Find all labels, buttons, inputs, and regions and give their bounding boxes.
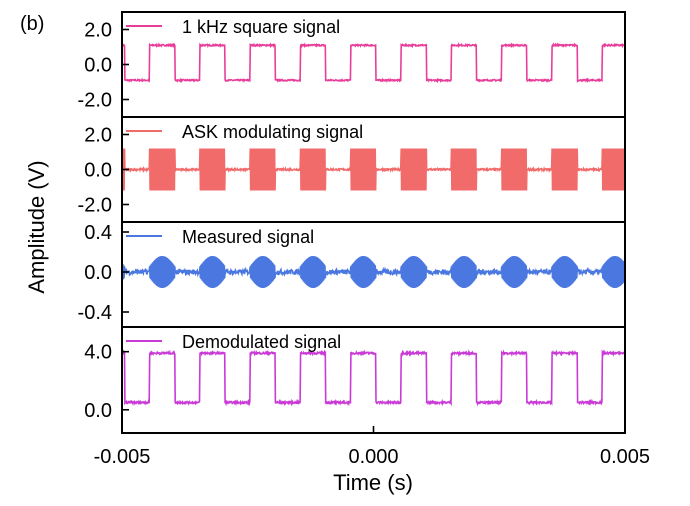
legend-label: 1 kHz square signal (182, 17, 340, 37)
y-axis-label: Amplitude (V) (24, 160, 49, 293)
y-tick-label: 0.0 (84, 262, 112, 284)
y-tick-label: -2.0 (78, 195, 112, 217)
panel-label: (b) (20, 13, 44, 35)
x-ticks-group: -0.005 0.000 0.005 (94, 426, 650, 468)
series-line-4 (121, 349, 626, 407)
x-axis-label: Time (s) (333, 470, 413, 495)
panels-group: 2.0 0.0 -2.0 1 kHz square signal 2.0 0.0 -2.0 A… (78, 11, 626, 434)
x-tick-label: 0.000 (348, 446, 398, 468)
series-line-1 (121, 41, 626, 84)
y-tick-label: 0.0 (84, 160, 112, 182)
legend-label: ASK modulating signal (182, 122, 363, 142)
x-tick-label: -0.005 (94, 446, 151, 468)
legend-label: Measured signal (182, 227, 314, 247)
y-tick-label: 0.0 (84, 400, 112, 422)
panel-2: 2.0 0.0 -2.0 ASK modulating signal (78, 116, 626, 223)
y-tick-label: 2.0 (84, 125, 112, 147)
panel-1: 2.0 0.0 -2.0 1 kHz square signal (78, 11, 626, 118)
y-tick-label: 4.0 (84, 342, 112, 364)
series-line-2 (121, 148, 626, 191)
legend-label: Demodulated signal (182, 332, 341, 352)
panel-4: 4.0 0.0 Demodulated signal (84, 326, 626, 434)
y-tick-label: 2.0 (84, 20, 112, 42)
y-tick-label: 0.4 (84, 222, 112, 244)
x-tick-label: 0.005 (600, 446, 650, 468)
y-tick-label: 0.0 (84, 55, 112, 77)
y-tick-label: -2.0 (78, 90, 112, 112)
panel-3: 0.4 0.0 -0.4 Measured signal (78, 221, 626, 328)
series-line-3 (121, 255, 626, 289)
y-tick-label: -0.4 (78, 302, 112, 324)
